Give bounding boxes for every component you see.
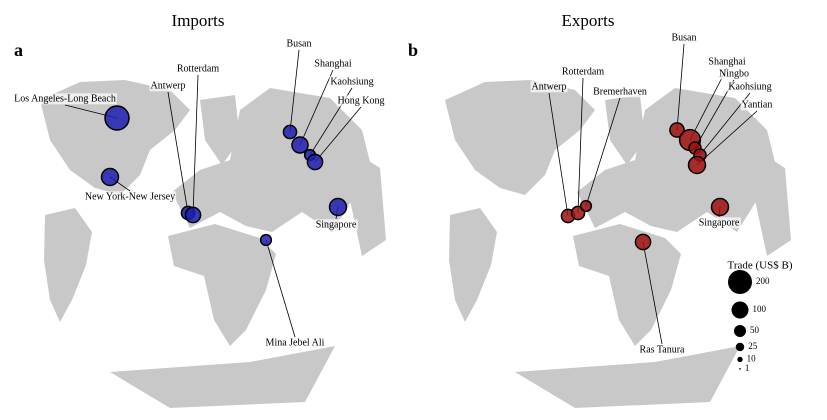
port-bubble [100,167,120,187]
port-label: Ras Tanura [640,344,685,355]
legend-label: 10 [747,354,757,364]
label-bg [264,337,326,349]
legend-bubble [737,356,743,363]
port-bubble [259,233,273,247]
label-bg [560,66,606,78]
label-bg [638,344,687,356]
label-bg [336,95,386,107]
legend-bubble [735,342,745,352]
port-bubble [579,199,593,213]
legend-label: 200 [756,276,770,286]
leader-line [192,74,199,216]
port-label: Los Angeles-Long Beach [14,93,116,104]
label-bg [313,58,353,70]
port-label: Shanghai [314,58,351,69]
label-bg [740,99,774,111]
leader-line [696,110,758,166]
port-label: Kaohsiung [330,76,373,87]
label-bg [13,93,117,105]
label-bg [592,86,648,98]
panel-label: b [408,40,418,60]
port-bubble [710,197,730,217]
port-bubble [104,105,130,131]
port-bubble [184,206,202,224]
port-label: Bremerhaven [593,86,647,97]
leader-line [676,43,685,131]
label-bg [697,217,741,229]
leader-line [548,92,569,217]
port-bubble [669,122,685,138]
port-label: Kaohsiung [728,81,771,92]
legend-label: 50 [750,325,760,335]
port-label: Rotterdam [562,66,604,77]
port-label: Singapore [699,217,740,228]
label-bg [707,56,747,68]
legend-bubble [739,367,741,370]
leader-line [167,91,189,214]
label-bg [83,191,177,203]
label-bg [314,219,358,231]
legend-bubble [731,301,749,319]
panel-title: Exports [562,11,615,30]
legend-title: Trade (US$ B) [728,260,793,272]
label-bg [175,63,221,75]
port-label: Hong Kong [338,95,385,106]
port-label: Busan [672,32,697,43]
leader-line [585,97,621,207]
leader-line [314,106,362,163]
port-label: Singapore [316,219,357,230]
label-bg [530,81,568,93]
leader-line [299,69,334,146]
port-bubble [687,155,707,175]
label-bg [329,76,375,88]
port-label: Shanghai [708,56,745,67]
port-bubble [291,136,309,154]
legend-label: 100 [752,304,766,314]
panel-label: a [14,40,23,60]
legend-label: 1 [745,363,750,373]
leader-line [265,239,296,338]
label-bg [718,68,750,80]
port-label: Antwerp [532,81,567,92]
leader-line [689,67,728,141]
leader-line [289,49,300,133]
port-label: New York-New Jersey [85,191,175,202]
globe-left [40,80,386,408]
panel-title: Imports [172,11,225,30]
port-label: Rotterdam [177,63,219,74]
port-bubble [282,124,298,140]
leader-line [577,77,584,214]
port-bubble [634,233,652,251]
legend-bubble [734,324,746,337]
label-bg [285,38,313,50]
label-bg [149,80,187,92]
port-label: Antwerp [151,80,186,91]
leader-line [642,241,663,345]
port-bubble [328,197,348,217]
port-label: Yantian [742,99,773,110]
port-label: Mina Jebel Ali [266,337,325,348]
legend-bubble [728,270,752,294]
legend-label: 25 [748,341,758,351]
port-bubble [306,153,324,171]
port-label: Busan [287,38,312,49]
label-bg [670,32,698,44]
label-bg [727,81,773,93]
port-label: Ningbo [719,68,749,79]
